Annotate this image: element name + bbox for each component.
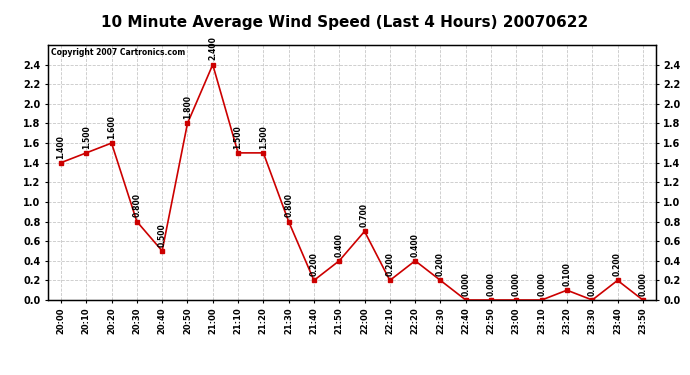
Text: 0.000: 0.000: [461, 272, 471, 296]
Text: 0.400: 0.400: [335, 233, 344, 256]
Text: 0.800: 0.800: [132, 194, 141, 217]
Text: 1.600: 1.600: [107, 115, 116, 139]
Text: 0.200: 0.200: [613, 252, 622, 276]
Text: 0.200: 0.200: [436, 252, 445, 276]
Text: 2.400: 2.400: [208, 37, 217, 60]
Text: 0.000: 0.000: [638, 272, 647, 296]
Text: 0.700: 0.700: [360, 203, 369, 227]
Text: 1.400: 1.400: [57, 135, 66, 159]
Text: 1.500: 1.500: [81, 125, 91, 149]
Text: Copyright 2007 Cartronics.com: Copyright 2007 Cartronics.com: [51, 48, 186, 57]
Text: 0.200: 0.200: [309, 252, 319, 276]
Text: 0.200: 0.200: [385, 252, 395, 276]
Text: 1.800: 1.800: [183, 95, 192, 119]
Text: 0.800: 0.800: [284, 194, 293, 217]
Text: 0.000: 0.000: [512, 272, 521, 296]
Text: 0.100: 0.100: [562, 262, 571, 286]
Text: 0.400: 0.400: [411, 233, 420, 256]
Text: 1.500: 1.500: [259, 125, 268, 149]
Text: 1.500: 1.500: [233, 125, 243, 149]
Text: 10 Minute Average Wind Speed (Last 4 Hours) 20070622: 10 Minute Average Wind Speed (Last 4 Hou…: [101, 15, 589, 30]
Text: 0.000: 0.000: [486, 272, 495, 296]
Text: 0.000: 0.000: [537, 272, 546, 296]
Text: 0.000: 0.000: [588, 272, 597, 296]
Text: 0.500: 0.500: [157, 223, 167, 247]
